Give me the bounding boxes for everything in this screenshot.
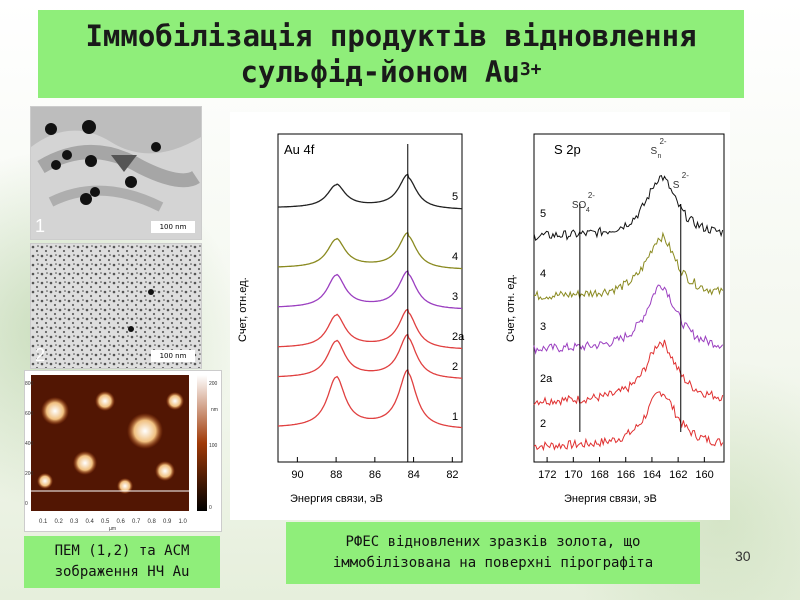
afm-x-tick: 0.7	[132, 519, 141, 525]
au4f-series-label: 2a	[452, 331, 465, 343]
afm-x-tick: 0.8	[148, 519, 157, 525]
title-superscript: 3+	[519, 59, 542, 80]
s2p-x-tick: 170	[564, 469, 582, 481]
caption-left-line-2: зображення НЧ Au	[54, 564, 190, 580]
au4f-series-4	[277, 231, 463, 270]
s2p-x-tick: 166	[617, 469, 635, 481]
s2p-series-3	[533, 284, 724, 355]
xps-spectra-figure: Au 4f 1 2 2a 3 4 5 90 88 86 84 82 Энергия связи, эВ С…	[230, 112, 730, 520]
au4f-x-tick: 82	[446, 469, 458, 481]
tem-image-2-label: 2	[35, 345, 46, 365]
afm-colorbar-tick: 200	[209, 381, 218, 387]
afm-y-tick: 0	[25, 501, 28, 507]
tem-image-2-graphic	[31, 244, 201, 368]
afm-x-ticks: 0.1 0.2 0.3 0.4 0.5 0.6 0.7 0.8 0.9 1.0 µm 0 200 400 6…	[25, 381, 218, 531]
au4f-x-tick: 88	[330, 469, 342, 481]
s2p-series-4	[534, 231, 724, 301]
tem-image-2: 2 100 nm	[30, 243, 202, 369]
s2p-x-tick: 168	[591, 469, 609, 481]
title-banner: Іммобілізація продуктів відновлення суль…	[38, 10, 744, 98]
s2p-series-label: 3	[540, 321, 546, 333]
s2p-y-label: Счет, отн. ед.	[505, 274, 517, 342]
s2p-x-tick: 160	[695, 469, 713, 481]
au4f-series-3	[278, 270, 463, 310]
au4f-series-2	[277, 333, 463, 379]
s2p-annotation-sup: 2-	[588, 191, 595, 200]
caption-right-line-1: РФЕС відновлених зразків золота, що	[345, 534, 641, 550]
s2p-frame	[533, 133, 725, 463]
afm-y-tick: 600	[25, 411, 34, 417]
tem-image-1-label: 1	[35, 216, 46, 236]
au4f-series-label: 1	[452, 411, 458, 423]
tem-image-2-scale-bar: 100 nm	[151, 350, 195, 362]
s2p-series-5	[533, 174, 724, 241]
s2p-x-tick: 172	[538, 469, 556, 481]
s2p-annotation: S	[673, 180, 680, 191]
afm-colorbar-tick: 100	[209, 443, 218, 449]
au4f-y-label: Счет, отн.ед.	[237, 277, 249, 342]
s2p-series-label: 2	[540, 418, 546, 430]
tem-image-1-graphic	[31, 107, 201, 239]
s2p-annotation-sup: 2-	[682, 171, 689, 180]
xps-spectra-svg: Au 4f 1 2 2a 3 4 5 90 88 86 84 82 Энергия связи, эВ С…	[237, 133, 725, 505]
caption-left: ПЕМ (1,2) та АСМ зображення НЧ Au	[24, 536, 220, 588]
tem-image-1: 1 100 nm	[30, 106, 202, 240]
au4f-series-label: 5	[452, 191, 458, 203]
s2p-series-label: 5	[540, 208, 546, 220]
caption-right-line-2: іммобілізована на поверхні пірографіта	[332, 555, 654, 571]
s2p-annotation-sub: 4	[586, 207, 590, 214]
s2p-annotation: SO	[572, 200, 587, 211]
afm-x-tick: 0.9	[163, 519, 172, 525]
afm-y-tick: 400	[25, 441, 34, 447]
au4f-x-tick: 86	[369, 469, 381, 481]
afm-x-unit: µm	[109, 526, 116, 531]
afm-x-tick: 0.5	[101, 519, 110, 525]
caption-right: РФЕС відновлених зразків золота, що іммо…	[286, 522, 700, 584]
caption-left-line-1: ПЕМ (1,2) та АСМ	[54, 543, 190, 559]
s2p-title: S 2p	[554, 142, 581, 157]
afm-image-graphic: 0.1 0.2 0.3 0.4 0.5 0.6 0.7 0.8 0.9 1.0 µm 0 200 400 6…	[25, 375, 218, 531]
s2p-series-label: 4	[540, 268, 546, 280]
s2p-x-tick: 162	[669, 469, 687, 481]
afm-x-tick: 1.0	[179, 519, 188, 525]
au4f-series-label: 2	[452, 361, 458, 373]
s2p-series-2a	[533, 339, 724, 407]
title-line-2-text: сульфід-йоном Au	[240, 55, 520, 89]
afm-y-tick: 200	[25, 471, 34, 477]
afm-x-tick: 0.6	[117, 519, 126, 525]
s2p-series-2	[533, 391, 724, 452]
au4f-series-label: 3	[452, 291, 458, 303]
page-number: 30	[735, 548, 751, 564]
au4f-x-tick: 90	[291, 469, 303, 481]
afm-x-tick: 0.1	[39, 519, 48, 525]
s2p-annotation-sub: n	[657, 153, 661, 160]
s2p-annotation-sup: 2-	[659, 137, 666, 146]
au4f-series-label: 4	[452, 251, 458, 263]
s2p-x-label: Энергия связи, эВ	[564, 493, 657, 505]
au4f-frame	[277, 133, 463, 463]
title-line-2: сульфід-йоном Au3+	[240, 54, 541, 90]
title-line-1: Іммобілізація продуктів відновлення	[85, 19, 697, 53]
s2p-series-label: 2a	[540, 373, 553, 385]
afm-x-tick: 0.3	[70, 519, 79, 525]
s2p-annotation: S	[650, 146, 657, 157]
au4f-x-label: Энергия связи, эВ	[290, 493, 383, 505]
au4f-x-tick: 84	[408, 469, 420, 481]
au4f-series-2a	[278, 308, 462, 350]
afm-colorbar-tick: 0	[209, 505, 212, 511]
afm-y-tick: 800	[25, 381, 34, 387]
afm-x-tick: 0.2	[55, 519, 64, 525]
afm-colorbar-unit: nm	[211, 407, 218, 413]
au4f-title: Au 4f	[284, 142, 315, 157]
s2p-x-tick: 164	[643, 469, 661, 481]
au4f-series-5	[277, 173, 463, 210]
afm-x-tick: 0.4	[86, 519, 95, 525]
afm-image: 0.1 0.2 0.3 0.4 0.5 0.6 0.7 0.8 0.9 1.0 µm 0 200 400 6…	[24, 370, 222, 532]
au4f-series-1	[278, 368, 463, 429]
tem-image-1-scale-bar: 100 nm	[151, 221, 195, 233]
